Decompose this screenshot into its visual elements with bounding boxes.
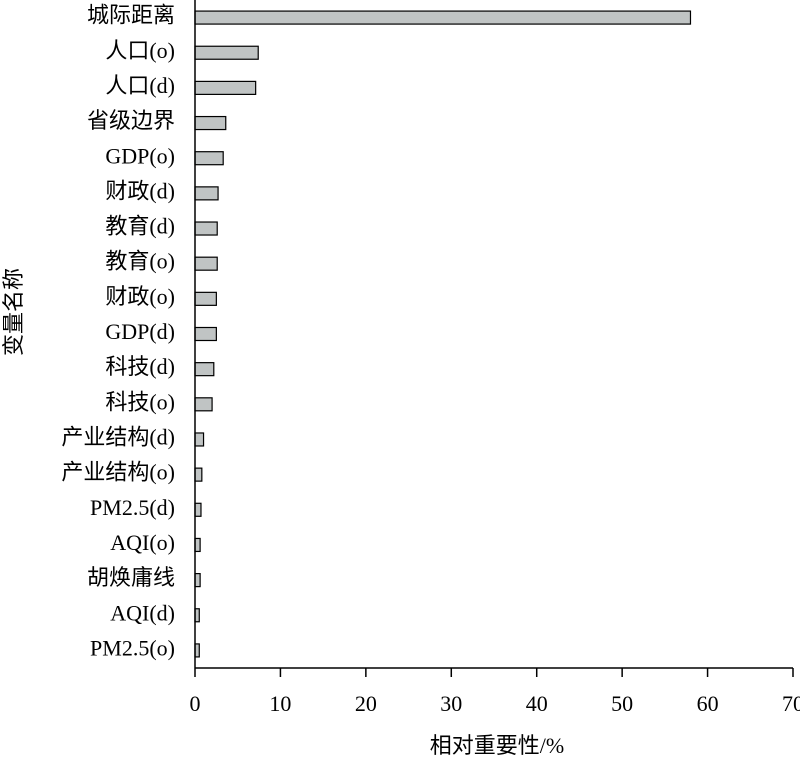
y-tick-label: 人口(o): [105, 38, 175, 63]
bar: [194, 502, 202, 517]
y-tick-label: 产业结构(o): [61, 460, 175, 485]
y-tick-label: AQI(o): [110, 530, 175, 555]
x-tick-label: 70: [782, 691, 800, 716]
bar: [194, 467, 203, 482]
bar: [194, 10, 692, 25]
x-tick-label: 60: [697, 691, 719, 716]
bar: [194, 186, 219, 201]
bar: [194, 80, 257, 95]
bar: [194, 537, 201, 553]
y-tick-label: PM2.5(d): [90, 495, 175, 520]
y-tick-label: 教育(o): [105, 249, 175, 274]
bar: [194, 221, 218, 236]
bar: [194, 397, 213, 412]
x-tick-label: 30: [440, 691, 462, 716]
y-tick-label: 产业结构(d): [61, 425, 175, 450]
y-axis-label: 变量名称: [1, 268, 26, 356]
x-tick-label: 10: [269, 691, 291, 716]
y-tick-label: 胡焕庸线: [87, 565, 175, 590]
bar: [194, 291, 217, 306]
bar: [194, 326, 217, 342]
x-tick-label: 20: [355, 691, 377, 716]
y-tick-label: 省级边界: [87, 108, 175, 133]
bar: [194, 573, 201, 588]
bar: [194, 45, 259, 60]
x-axis-label: 相对重要性/%: [430, 733, 564, 758]
y-tick-label: PM2.5(o): [90, 635, 175, 660]
x-tick-label: 0: [190, 691, 201, 716]
bar: [194, 362, 215, 377]
bar: [194, 432, 205, 447]
y-tick-label: 财政(d): [105, 178, 175, 203]
y-tick-label: 人口(d): [105, 73, 175, 98]
bar: [194, 151, 224, 166]
y-tick-label: GDP(o): [105, 143, 175, 168]
x-tick-label: 40: [526, 691, 548, 716]
y-tick-label: 城际距离: [87, 3, 175, 28]
bar: [194, 256, 218, 271]
bar: [194, 115, 227, 131]
y-tick-label: 财政(o): [105, 284, 175, 309]
y-tick-label: GDP(d): [105, 319, 175, 344]
y-tick-label: 教育(d): [105, 214, 175, 239]
x-tick-label: 50: [611, 691, 633, 716]
y-tick-label: 科技(o): [105, 389, 175, 414]
y-tick-label: AQI(d): [110, 600, 175, 625]
y-tick-label: 科技(d): [105, 354, 175, 379]
